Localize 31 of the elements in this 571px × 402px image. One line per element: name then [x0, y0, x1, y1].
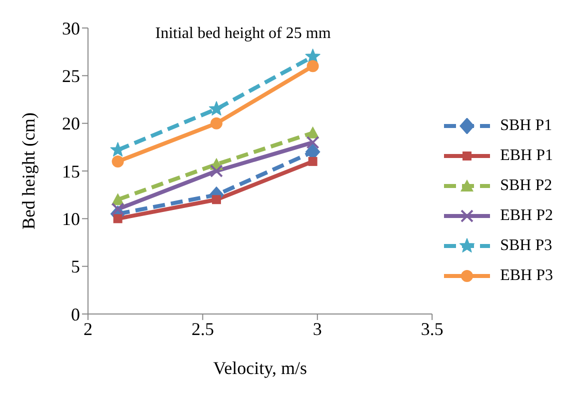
- x-tick-label: 3.5: [420, 318, 444, 339]
- y-tick-label: 15: [62, 161, 80, 182]
- y-tick-label: 10: [62, 209, 80, 230]
- y-tick-label: 20: [62, 114, 80, 134]
- y-axis-title: Bed height (cm): [18, 112, 38, 230]
- point: [306, 60, 319, 72]
- x-tick-label: 2: [84, 318, 92, 339]
- x-tick-label: 2.5: [191, 318, 214, 339]
- chart-title: Initial bed height of 25 mm: [155, 25, 332, 42]
- point: [111, 202, 124, 216]
- point: [306, 136, 320, 149]
- legend-label: SBH P2: [500, 177, 552, 195]
- legend-label: SBH P3: [500, 237, 552, 255]
- legend-label: EBH P2: [500, 207, 553, 225]
- x-tick-label: 3: [312, 318, 322, 339]
- y-tick-label: 0: [71, 304, 80, 324]
- point: [113, 214, 122, 224]
- point: [308, 156, 318, 166]
- legend-label: EBH P1: [500, 147, 553, 165]
- x-axis-title: Velocity, m/s: [213, 358, 307, 378]
- legend-label: SBH P1: [500, 117, 552, 135]
- point: [210, 164, 223, 178]
- y-tick-label: 5: [71, 256, 80, 277]
- y-tick-label: 25: [62, 66, 80, 86]
- point: [210, 117, 222, 130]
- point: [208, 101, 224, 116]
- point: [305, 48, 320, 64]
- y-tick-label: 30: [62, 18, 80, 38]
- point: [212, 195, 221, 204]
- point: [112, 155, 124, 168]
- legend-label: EBH P3: [500, 267, 553, 285]
